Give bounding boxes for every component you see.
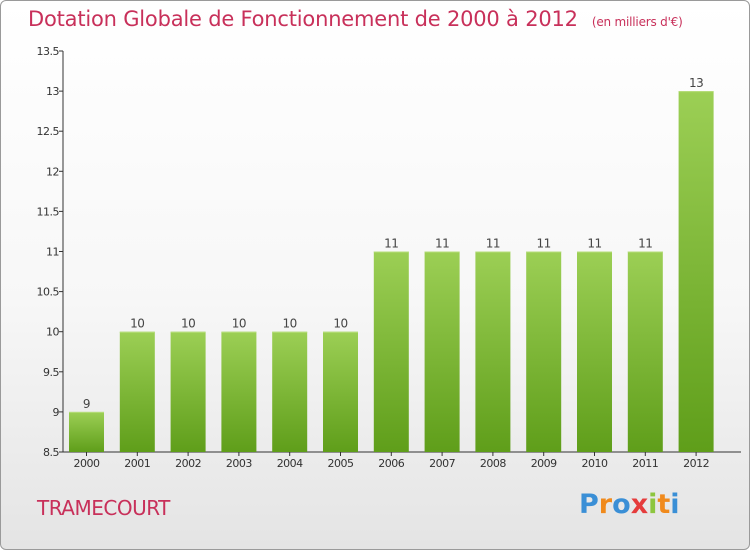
logo-letter: i <box>648 489 658 520</box>
bar-2000 <box>69 411 104 452</box>
bar-2009 <box>526 251 562 452</box>
y-tick-label: 11.5 <box>37 205 60 218</box>
x-tick-label-2009: 2009 <box>531 457 557 470</box>
y-tick-label: 13 <box>46 85 59 98</box>
commune-name: TRAMECOURT <box>37 496 170 520</box>
logo-letter: P <box>579 489 599 520</box>
bar-2001 <box>119 331 155 452</box>
logo-letter: t <box>657 489 671 520</box>
x-tick-label-2006: 2006 <box>378 457 404 470</box>
logo-letter: o <box>612 489 631 520</box>
x-tick-label-2008: 2008 <box>480 457 506 470</box>
x-tick-label-2011: 2011 <box>632 457 658 470</box>
x-tick-label-2010: 2010 <box>582 457 608 470</box>
chart-title-text: Dotation Globale de Fonctionnement de 20… <box>28 7 578 31</box>
data-label-2007: 11 <box>435 237 449 251</box>
data-label-2005: 10 <box>333 317 347 331</box>
x-tick-label-2001: 2001 <box>124 457 150 470</box>
data-label-2003: 10 <box>232 317 246 331</box>
data-label-2000: 9 <box>83 397 90 411</box>
x-tick-label-2007: 2007 <box>429 457 455 470</box>
y-tick-label: 12 <box>46 165 59 178</box>
bar-2010 <box>577 251 612 452</box>
data-label-2008: 11 <box>486 237 500 251</box>
data-label-2001: 10 <box>130 317 144 331</box>
data-label-2012: 13 <box>689 76 703 90</box>
y-tick-label: 13.5 <box>37 45 60 58</box>
bar-2008 <box>475 251 511 452</box>
chart-bars <box>69 91 714 452</box>
bar-2007 <box>424 251 460 452</box>
bar-2002 <box>170 331 206 452</box>
data-label-2011: 11 <box>638 237 652 251</box>
bar-2005 <box>323 331 358 452</box>
logo-letter: r <box>598 489 613 520</box>
chart-subtitle: (en milliers d'€) <box>591 15 683 29</box>
y-tick-label: 9.5 <box>43 366 59 379</box>
bar-2011 <box>627 251 663 452</box>
x-tick-label-2002: 2002 <box>175 457 201 470</box>
bar-2004 <box>272 331 308 452</box>
logo-letter: i <box>670 489 680 520</box>
data-label-2002: 10 <box>181 317 195 331</box>
x-tick-label-2003: 2003 <box>226 457 252 470</box>
logo-letter: x <box>630 489 649 520</box>
y-tick-label: 11 <box>46 246 59 259</box>
chart-title: Dotation Globale de Fonctionnement de 20… <box>28 7 683 31</box>
x-tick-label-2005: 2005 <box>328 457 354 470</box>
bar-2003 <box>221 331 257 452</box>
y-tick-label: 10.5 <box>37 286 60 299</box>
bar-2006 <box>373 251 409 452</box>
data-label-2004: 10 <box>283 317 297 331</box>
y-tick-label: 8.5 <box>43 446 59 459</box>
bar-2012 <box>678 91 714 452</box>
y-tick-label: 12.5 <box>37 125 60 138</box>
y-tick-label: 9 <box>53 406 60 419</box>
data-label-2006: 11 <box>384 237 398 251</box>
data-label-2010: 11 <box>587 237 601 251</box>
x-tick-label-2004: 2004 <box>277 457 303 470</box>
y-tick-label: 10 <box>46 326 59 339</box>
data-label-2009: 11 <box>537 237 551 251</box>
x-tick-label-2012: 2012 <box>683 457 709 470</box>
chart-labels: 9 2000 10 2001 10 2002 10 2003 10 2004 10 2005 11 200… <box>74 76 710 470</box>
x-tick-label-2000: 2000 <box>74 457 100 470</box>
proxiti-logo: Proxiti <box>579 489 680 520</box>
